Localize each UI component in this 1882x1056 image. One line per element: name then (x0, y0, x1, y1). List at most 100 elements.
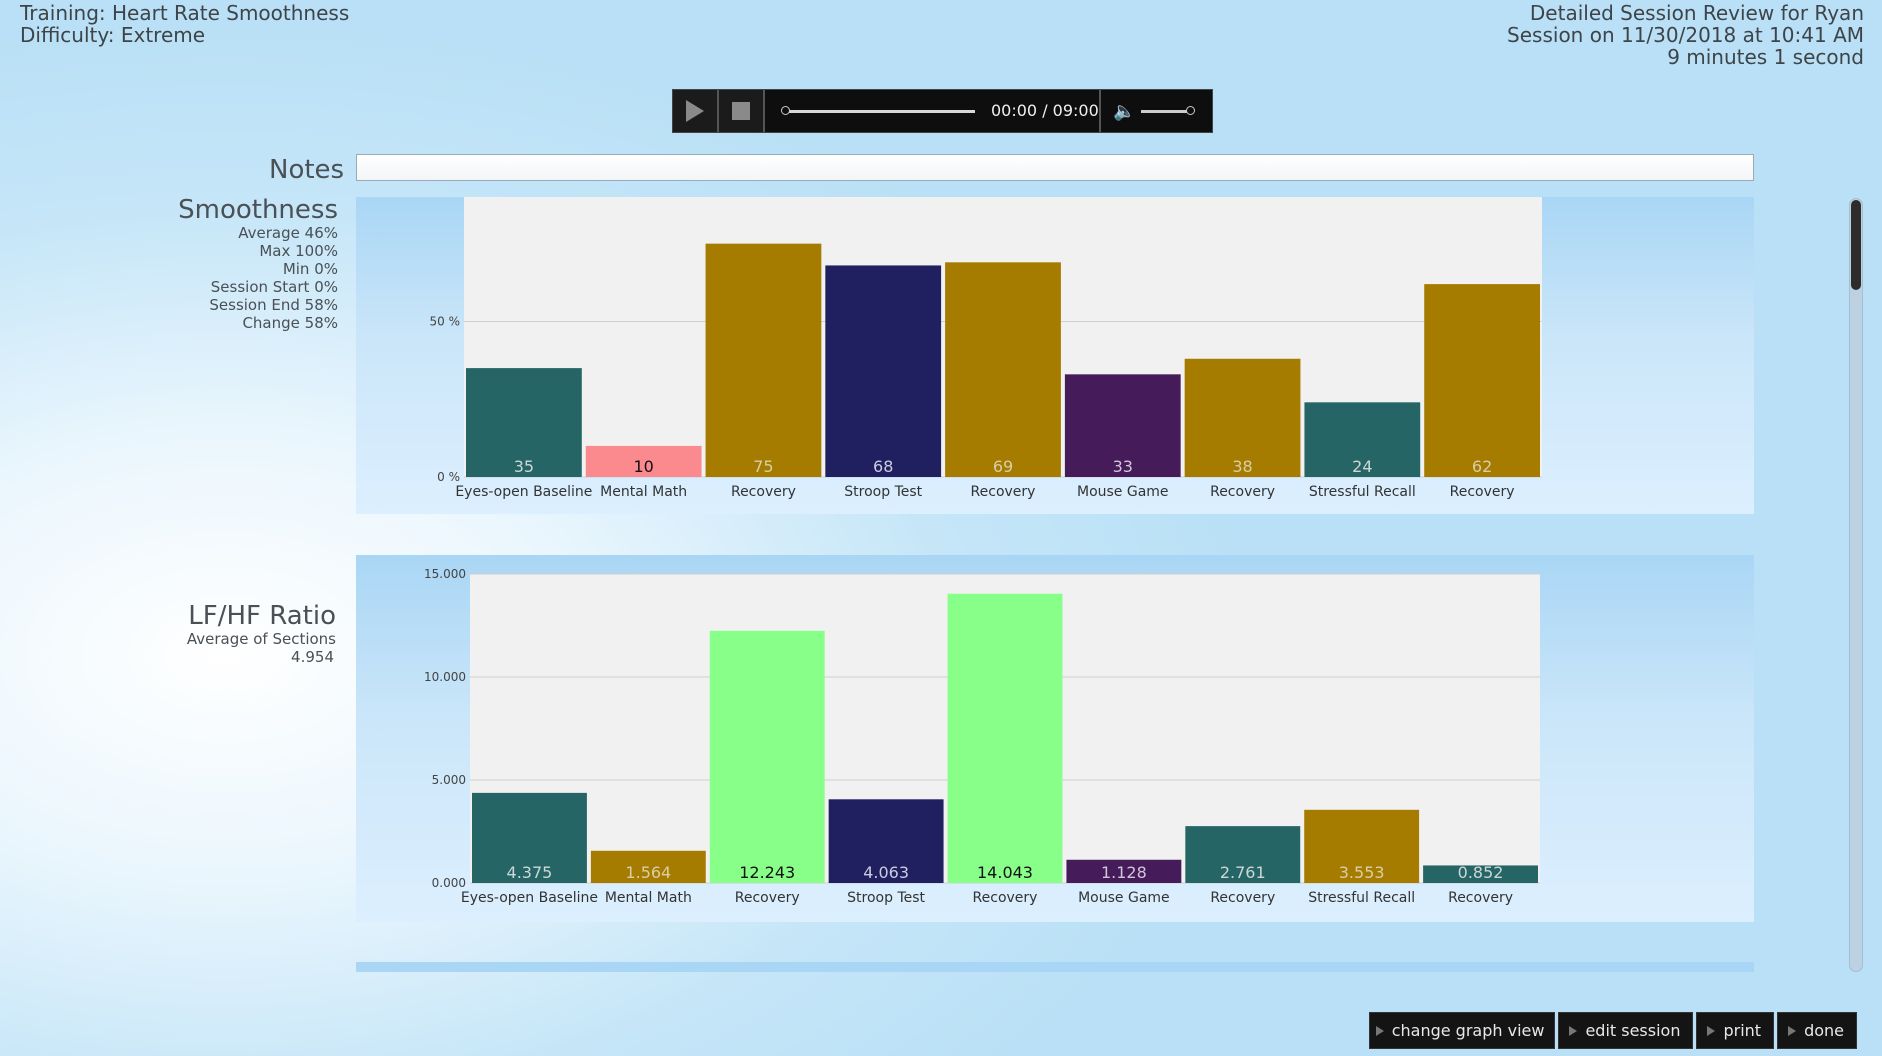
lfhf-bar-value-label: 12.243 (739, 863, 795, 882)
seek-handle[interactable] (781, 106, 790, 115)
lfhf-category-label: Recovery (1448, 890, 1513, 906)
smoothness-bar[interactable] (825, 265, 942, 477)
smoothness-bar-value-label: 35 (514, 457, 534, 476)
lfhf-bar-value-label: 1.128 (1101, 863, 1147, 882)
lfhf-bar-value-label: 14.043 (977, 863, 1033, 882)
scrollbar-thumb[interactable] (1851, 200, 1861, 290)
session-duration: 9 minutes 1 second (1667, 45, 1864, 69)
lfhf-bar-value-label: 0.852 (1458, 863, 1504, 882)
smoothness-category-label: Recovery (971, 484, 1036, 500)
next-panel-edge (356, 962, 1754, 972)
lfhf-category-label: Mouse Game (1078, 890, 1170, 906)
lfhf-bar-value-label: 1.564 (625, 863, 671, 882)
smoothness-y-tick-label: 50 % (430, 314, 461, 328)
smoothness-bar[interactable] (1424, 284, 1540, 477)
smoothness-bar-value-label: 33 (1113, 457, 1133, 476)
print-button[interactable]: print (1696, 1012, 1775, 1049)
arrow-right-icon (1707, 1025, 1716, 1036)
smoothness-bar-value-label: 69 (993, 457, 1013, 476)
lfhf-category-label: Stressful Recall (1308, 890, 1415, 906)
smoothness-bar-value-label: 75 (753, 457, 773, 476)
seek-bar[interactable] (781, 106, 975, 115)
lfhf-bar[interactable] (1185, 826, 1301, 883)
lfhf-subtitle: Average of Sections (186, 630, 336, 648)
notes-input[interactable] (356, 154, 1754, 181)
done-label: done (1804, 1021, 1844, 1040)
lfhf-average: 4.954 (291, 648, 334, 666)
smoothness-category-label: Recovery (731, 484, 796, 500)
smoothness-stat-end: Session End 58% (209, 296, 338, 314)
smoothness-bar[interactable] (585, 445, 702, 477)
play-button[interactable] (673, 90, 719, 132)
smoothness-bar-value-label: 38 (1232, 457, 1252, 476)
smoothness-stat-change: Change 58% (242, 314, 338, 332)
lfhf-y-tick-label: 10.000 (424, 670, 466, 684)
training-name: Training: Heart Rate Smoothness (20, 1, 350, 25)
stop-icon (732, 102, 750, 120)
lfhf-bar-value-label: 4.063 (863, 863, 909, 882)
lfhf-bar[interactable] (590, 850, 706, 883)
lfhf-chart: 0.000 5.000 10.000 15.000 4.375 Eyes-open Bas… (424, 567, 1540, 906)
playback-time: 00:00 / 09:00 (991, 101, 1099, 120)
smoothness-stat-start: Session Start 0% (210, 278, 338, 296)
lfhf-bar[interactable] (947, 593, 1063, 883)
arrow-right-icon (1375, 1025, 1384, 1036)
stop-button[interactable] (719, 90, 765, 132)
change-graph-view-button[interactable]: change graph view (1368, 1012, 1556, 1049)
lfhf-bar[interactable] (828, 799, 944, 883)
smoothness-bar-value-label: 68 (873, 457, 893, 476)
lfhf-bar[interactable] (472, 792, 587, 883)
smoothness-category-label: Recovery (1210, 484, 1275, 500)
smoothness-bar[interactable] (945, 262, 1061, 477)
smoothness-chart: 0 % 50 % 35 Eyes-open Baseline 10 Mental Math… (430, 197, 1542, 500)
action-bar: change graph view edit session print don… (1368, 1012, 1857, 1049)
lfhf-category-label: Stroop Test (847, 890, 925, 906)
smoothness-bar[interactable] (705, 243, 822, 477)
smoothness-y-tick-label: 0 % (437, 470, 460, 484)
play-icon (686, 100, 704, 122)
session-date: Session on 11/30/2018 at 10:41 AM (1507, 23, 1864, 47)
change-graph-view-label: change graph view (1391, 1021, 1545, 1040)
review-title: Detailed Session Review for Ryan (1529, 1, 1864, 25)
lfhf-category-label: Recovery (973, 890, 1038, 906)
lfhf-y-tick-label: 0.000 (432, 876, 466, 890)
lfhf-bar[interactable] (1304, 809, 1420, 883)
smoothness-category-label: Recovery (1450, 484, 1515, 500)
smoothness-stat-min: Min 0% (282, 260, 338, 278)
lfhf-category-label: Recovery (735, 890, 800, 906)
smoothness-stat-average: Average 46% (238, 224, 338, 242)
session-info: Training: Heart Rate Smoothness Difficul… (20, 2, 349, 46)
lfhf-stats: LF/HF Ratio Average of Sections 4.954 (150, 602, 336, 666)
lfhf-bar-value-label: 2.761 (1220, 863, 1266, 882)
smoothness-bar-value-label: 10 (633, 457, 653, 476)
lfhf-category-label: Mental Math (605, 890, 692, 906)
done-button[interactable]: done (1777, 1012, 1857, 1049)
smoothness-category-label: Stroop Test (844, 484, 922, 500)
volume-icon[interactable]: 🔈 (1113, 101, 1136, 122)
lfhf-bar[interactable] (709, 630, 825, 883)
smoothness-bar[interactable] (1304, 402, 1421, 477)
difficulty-level: Difficulty: Extreme (20, 23, 206, 47)
edit-session-button[interactable]: edit session (1558, 1012, 1694, 1049)
smoothness-bar[interactable] (466, 368, 582, 477)
smoothness-stats: Smoothness Average 46% Max 100% Min 0% S… (150, 196, 338, 332)
review-info: Detailed Session Review for Ryan Session… (1507, 2, 1864, 68)
smoothness-stat-max: Max 100% (259, 242, 338, 260)
lfhf-category-label: Eyes-open Baseline (461, 890, 598, 906)
scrollbar[interactable] (1849, 198, 1863, 972)
edit-session-label: edit session (1585, 1021, 1681, 1040)
smoothness-bar[interactable] (1064, 374, 1181, 477)
lfhf-bar-value-label: 4.375 (507, 863, 553, 882)
volume-slider[interactable] (1141, 106, 1195, 115)
lfhf-category-label: Recovery (1210, 890, 1275, 906)
smoothness-category-label: Mental Math (600, 484, 687, 500)
media-player: 00:00 / 09:00 🔈 (672, 89, 1213, 133)
lfhf-bar[interactable] (1066, 859, 1182, 883)
smoothness-bar-value-label: 62 (1472, 457, 1492, 476)
smoothness-bar[interactable] (1184, 358, 1301, 477)
lfhf-bar[interactable] (1423, 865, 1538, 883)
notes-label: Notes (269, 155, 345, 185)
volume-handle[interactable] (1186, 106, 1195, 115)
arrow-right-icon (1569, 1025, 1578, 1036)
smoothness-category-label: Mouse Game (1077, 484, 1169, 500)
